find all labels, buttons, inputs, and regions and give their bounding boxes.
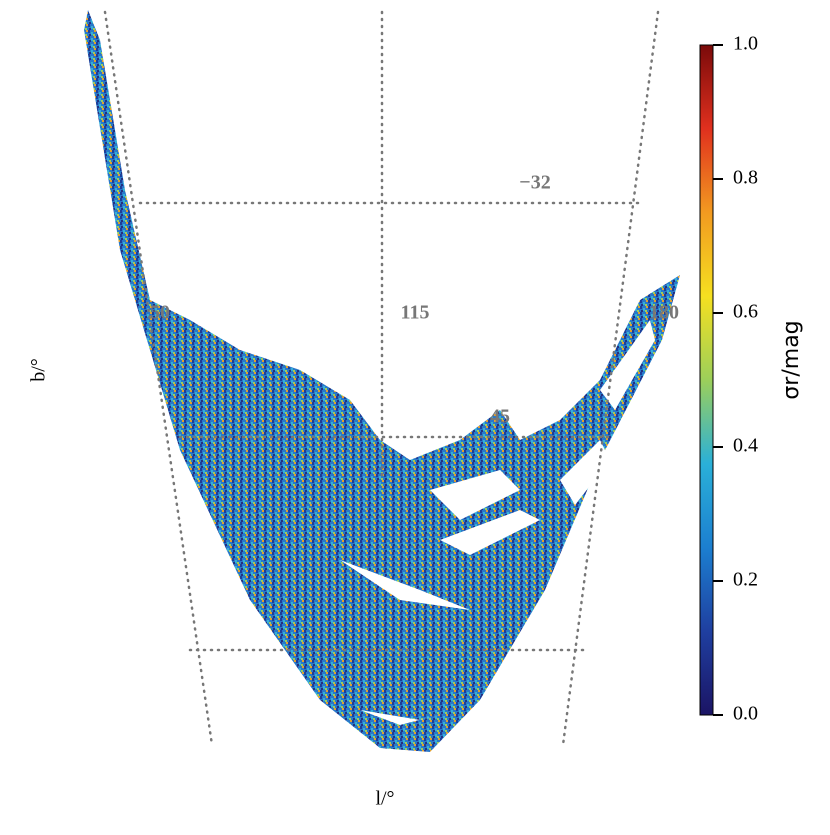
graticule — [103, 10, 660, 747]
y-axis-label: b/° — [28, 358, 50, 382]
grid-label: 115 — [401, 302, 430, 324]
colorbar-tick-label: 0.2 — [733, 569, 758, 591]
colorbar — [699, 44, 714, 716]
colorbar-tick-label: 0.4 — [733, 435, 758, 457]
grid-label: 50 — [150, 302, 170, 324]
colorbar-tick-label: 1.0 — [733, 33, 758, 55]
grid-label: −32 — [519, 172, 550, 194]
grid-label: 45 — [490, 406, 510, 428]
x-axis-label: l/° — [375, 788, 394, 810]
footprint — [84, 10, 680, 752]
colorbar-tick-label: 0.6 — [733, 301, 758, 323]
colorbar-tick-label: 0.8 — [733, 167, 758, 189]
colorbar-tick-label: 0.0 — [733, 703, 758, 725]
colorbar-label: σr/mag — [779, 320, 804, 399]
grid-label: 180 — [649, 302, 679, 324]
